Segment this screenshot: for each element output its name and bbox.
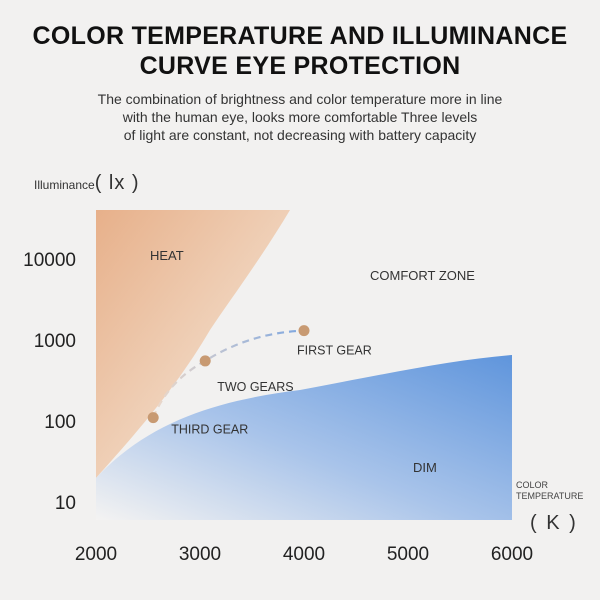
gear-point	[199, 355, 211, 367]
x-tick-label: 5000	[387, 544, 429, 565]
y-axis-label: Illuminance( lx )	[34, 172, 140, 195]
y-axis-title: Illuminance	[34, 178, 95, 192]
y-tick-label: 1000	[34, 331, 76, 352]
heat-region	[96, 210, 290, 478]
dim-region	[96, 355, 512, 520]
subtitle-line: of light are constant, not decreasing wi…	[123, 127, 477, 143]
x-axis-unit: ( K )	[530, 512, 578, 534]
subtitle-line: with the human eye, looks more comfortab…	[122, 109, 478, 125]
region-label-heat: HEAT	[150, 248, 184, 263]
y-axis-unit: ( lx )	[94, 172, 140, 194]
subtitle-line: The combination of brightness and color …	[97, 91, 503, 107]
gear-label: TWO GEARS	[217, 380, 293, 394]
region-label-comfort-zone: COMFORT ZONE	[370, 268, 475, 283]
gear-label: FIRST GEAR	[297, 344, 372, 358]
gear-label: THIRD GEAR	[171, 423, 248, 437]
gear-point	[298, 325, 310, 337]
x-tick-label: 6000	[491, 544, 533, 565]
chart-title-line2: CURVE EYE PROTECTION	[139, 52, 461, 80]
y-tick-label: 10	[55, 493, 76, 514]
x-axis-title: COLOR TEMPERATURE	[516, 480, 584, 501]
gear-point	[147, 412, 159, 424]
chart-subtitle: The combination of brightness and color …	[60, 90, 540, 144]
y-tick-label: 10000	[23, 250, 76, 271]
x-tick-label: 2000	[75, 544, 117, 565]
x-tick-label: 4000	[283, 544, 325, 565]
y-tick-label: 100	[44, 412, 76, 433]
chart-title-line1: COLOR TEMPERATURE AND ILLUMINANCE	[32, 22, 568, 50]
x-tick-label: 3000	[179, 544, 221, 565]
region-label-dim: DIM	[413, 460, 437, 475]
